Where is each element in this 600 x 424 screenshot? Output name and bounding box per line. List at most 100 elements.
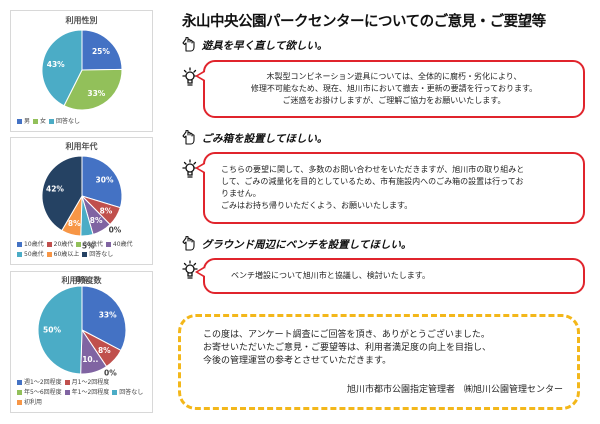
legend-item: 30歳代 bbox=[76, 240, 103, 250]
chart-title: 利用頻度数 bbox=[61, 276, 102, 285]
bubble-tail bbox=[195, 266, 205, 278]
legend-label: 40歳代 bbox=[112, 241, 133, 248]
response-text: ベンチ増設について旭川市と協議し、検討いたします。 bbox=[231, 271, 430, 280]
legend-label: 週1～2回程度 bbox=[24, 379, 62, 386]
legend-label: 年5～6回程度 bbox=[24, 389, 62, 396]
pie-slice-回答なし bbox=[41, 29, 83, 107]
legend-item: 50歳代 bbox=[17, 250, 44, 260]
pie-slice-10歳代 bbox=[81, 155, 123, 209]
data-label: 0% bbox=[76, 275, 89, 284]
gender-pie-chart: 25% 33% 43% bbox=[41, 29, 123, 111]
legend-label: 回答なし bbox=[119, 389, 144, 396]
legend-item: 週1～2回程度 bbox=[17, 378, 62, 388]
pointing-hand-icon bbox=[182, 236, 195, 251]
data-label: 42% bbox=[46, 185, 64, 194]
data-label: 43% bbox=[47, 60, 65, 69]
legend-label: 10歳代 bbox=[24, 241, 44, 248]
bubble-tail bbox=[195, 70, 205, 82]
data-label: 10.. bbox=[82, 355, 98, 364]
response-bubble-3: ベンチ増設について旭川市と協議し、検討いたします。 bbox=[195, 258, 585, 294]
data-label: 5% bbox=[82, 242, 95, 251]
legend-item: 女 bbox=[33, 117, 46, 127]
data-label: 33% bbox=[87, 89, 105, 98]
legend-item: 月1～2回程度 bbox=[64, 378, 110, 388]
gender-chart-panel: 利用性別 25% 33% 43% 男 女 回答なし bbox=[10, 10, 153, 132]
chart-title: 利用年代 bbox=[65, 142, 98, 151]
legend-swatch bbox=[46, 242, 52, 247]
page-title: 永山中央公園パークセンターについてのご意見・ご要望等 bbox=[182, 14, 546, 30]
legend-label: 月1～2回程度 bbox=[71, 379, 110, 386]
pie-slice-女 bbox=[63, 68, 123, 111]
legend-label: 年1～2回程度 bbox=[71, 389, 110, 396]
legend-swatch bbox=[105, 242, 111, 247]
legend-swatch bbox=[64, 390, 70, 395]
legend-label: 回答なし bbox=[56, 118, 81, 125]
legend-item: 男 bbox=[17, 117, 30, 127]
legend-item: 回答なし bbox=[82, 250, 113, 260]
legend-item: 年1～2回程度 bbox=[64, 388, 110, 398]
heading-text: 遊具を早く直して欲しい。 bbox=[201, 40, 328, 52]
legend-swatch bbox=[17, 242, 22, 247]
legend-item: 60歳以上 bbox=[46, 250, 80, 260]
legend-item: 40歳代 bbox=[105, 240, 133, 250]
data-label: 8% bbox=[90, 216, 103, 225]
data-label: 8% bbox=[68, 219, 81, 228]
legend-item: 10歳代 bbox=[17, 240, 44, 250]
legend-item: 20歳代 bbox=[46, 240, 74, 250]
legend-swatch bbox=[17, 380, 22, 385]
data-label: 50% bbox=[43, 326, 61, 335]
legend-item: 年5～6回程度 bbox=[17, 388, 62, 398]
legend-swatch bbox=[17, 119, 22, 124]
legend-label: 50歳代 bbox=[24, 251, 44, 258]
legend-swatch bbox=[76, 242, 82, 247]
request-heading-2: ごみ箱を設置してほしい。 bbox=[182, 130, 327, 146]
pie-slice-週1～2回程度 bbox=[81, 285, 127, 352]
chart-legend: 週1～2回程度 月1～2回程度年5～6回程度 年1～2回程度 回答なし初利用 bbox=[17, 378, 150, 408]
pie-slice-男 bbox=[81, 29, 123, 71]
note-text: この度は、アンケート調査にご回答を頂き、ありがとうございました。 お寄せいただい… bbox=[203, 330, 492, 366]
thank-you-note: この度は、アンケート調査にご回答を頂き、ありがとうございました。 お寄せいただい… bbox=[178, 314, 580, 410]
response-text: 木製型コンビネーション遊具については、全体的に腐朽・劣化により、 修理不可能なた… bbox=[250, 72, 538, 105]
legend-label: 30歳代 bbox=[83, 241, 103, 248]
request-heading-3: グラウンド周辺にベンチを設置してほしい。 bbox=[182, 236, 411, 252]
lightbulb-icon bbox=[182, 260, 198, 279]
chart-legend: 男 女 回答なし bbox=[17, 117, 150, 127]
legend-swatch bbox=[112, 390, 118, 395]
legend-label: 初利用 bbox=[24, 399, 43, 406]
legend-swatch bbox=[64, 380, 70, 385]
legend-item: 回答なし bbox=[112, 388, 143, 398]
legend-label: 男 bbox=[24, 118, 31, 125]
legend-label: 60歳以上 bbox=[53, 251, 80, 258]
heading-text: グラウンド周辺にベンチを設置してほしい。 bbox=[201, 239, 412, 251]
pointing-hand-icon bbox=[182, 130, 195, 145]
lightbulb-icon bbox=[182, 67, 198, 86]
legend-swatch bbox=[17, 252, 22, 257]
heading-text: ごみ箱を設置してほしい。 bbox=[201, 133, 328, 145]
legend-item: 初利用 bbox=[17, 398, 42, 408]
response-text: こちらの要望に関して、多数のお問い合わせをいただきますが、旭川市の取り組みと し… bbox=[221, 165, 525, 210]
pointing-hand-icon bbox=[182, 37, 195, 52]
legend-swatch bbox=[17, 400, 22, 405]
legend-swatch bbox=[82, 252, 88, 257]
frequency-chart-panel: 利用頻度数 33% 8% 0% 10.. 50% 0% 週1～2回程度 月1～2回程度年5～… bbox=[10, 271, 153, 413]
note-signature: 旭川市都市公園指定管理者 ㈱旭川公園管理センター bbox=[346, 385, 563, 395]
age-chart-panel: 利用年代 30% 8% 0% 8% 5% 8% 42% 10歳代 20歳代 30歳代 40歳代 50… bbox=[10, 137, 153, 265]
data-label: 0% bbox=[109, 225, 122, 234]
data-label: 33% bbox=[99, 310, 117, 319]
legend-label: 回答なし bbox=[89, 251, 114, 258]
legend-item: 回答なし bbox=[49, 117, 80, 127]
legend-swatch bbox=[17, 390, 22, 395]
response-bubble-2: こちらの要望に関して、多数のお問い合わせをいただきますが、旭川市の取り組みと し… bbox=[195, 152, 585, 224]
data-label: 8% bbox=[98, 346, 111, 355]
chart-title: 利用性別 bbox=[65, 16, 98, 25]
bubble-tail bbox=[195, 162, 205, 174]
pie-slice-回答なし bbox=[37, 285, 83, 375]
response-bubble-1: 木製型コンビネーション遊具については、全体的に腐朽・劣化により、 修理不可能なた… bbox=[195, 60, 585, 118]
chart-legend: 10歳代 20歳代 30歳代 40歳代 50歳代 60歳以上 回答なし bbox=[17, 240, 150, 260]
legend-swatch bbox=[49, 119, 55, 124]
legend-label: 20歳代 bbox=[53, 241, 74, 248]
data-label: 30% bbox=[96, 175, 114, 184]
pie-slice-回答なし bbox=[41, 155, 83, 232]
age-pie-chart: 30% 8% 0% 8% 5% 8% 42% bbox=[41, 155, 123, 251]
legend-label: 女 bbox=[40, 118, 47, 125]
